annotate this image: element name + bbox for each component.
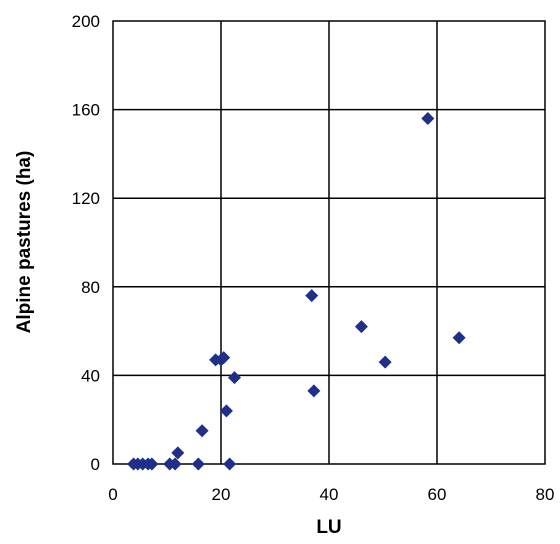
y-tick-label: 80 (81, 278, 100, 297)
x-tick-label: 60 (428, 485, 447, 504)
data-point (195, 424, 209, 438)
data-point (217, 351, 231, 365)
data-point (452, 331, 466, 345)
y-tick-labels: 0 40 80 120 160 200 (72, 12, 100, 474)
data-point (223, 457, 237, 471)
x-tick-label: 80 (536, 485, 555, 504)
data-point (307, 384, 321, 398)
data-points (127, 111, 466, 471)
x-axis-title: LU (316, 517, 341, 538)
data-point (378, 355, 392, 369)
data-point (145, 457, 159, 471)
x-tick-label: 20 (212, 485, 231, 504)
gridlines (113, 21, 545, 464)
data-point (171, 446, 185, 460)
y-tick-label: 120 (72, 189, 100, 208)
data-point (354, 320, 368, 334)
data-point (421, 111, 435, 125)
y-axis-title: Alpine pastures (ha) (14, 151, 35, 334)
data-point (168, 457, 182, 471)
x-tick-label: 0 (108, 485, 117, 504)
y-tick-label: 0 (91, 455, 100, 474)
y-tick-label: 160 (72, 101, 100, 120)
data-point (228, 371, 241, 385)
data-point (219, 404, 233, 418)
data-point (191, 457, 205, 471)
y-tick-label: 40 (81, 366, 100, 385)
x-tick-labels: 0 20 40 60 80 (108, 485, 554, 504)
y-tick-label: 200 (72, 12, 100, 31)
x-tick-label: 40 (320, 485, 339, 504)
data-point (305, 289, 319, 303)
